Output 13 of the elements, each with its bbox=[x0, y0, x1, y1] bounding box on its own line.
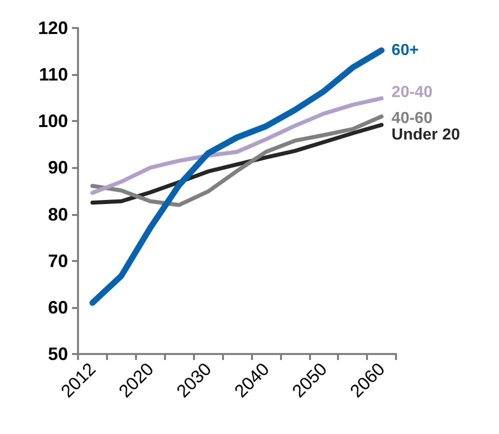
y-tick-label: 100 bbox=[38, 111, 68, 132]
y-tick-label: 50 bbox=[48, 344, 68, 364]
y-tick-label: 60 bbox=[48, 297, 68, 318]
y-tick-label: 110 bbox=[38, 64, 68, 85]
series-label: 60+ bbox=[392, 42, 419, 59]
y-tick-label: 80 bbox=[48, 204, 68, 224]
y-tick-label: 90 bbox=[48, 158, 68, 178]
series-label: 40-60 bbox=[392, 110, 433, 127]
y-tick-label: 120 bbox=[38, 18, 68, 38]
series-label: 20-40 bbox=[392, 84, 433, 101]
series-label: Under 20 bbox=[392, 126, 460, 144]
y-tick-label: 70 bbox=[48, 250, 68, 271]
line-series bbox=[90, 96, 384, 195]
